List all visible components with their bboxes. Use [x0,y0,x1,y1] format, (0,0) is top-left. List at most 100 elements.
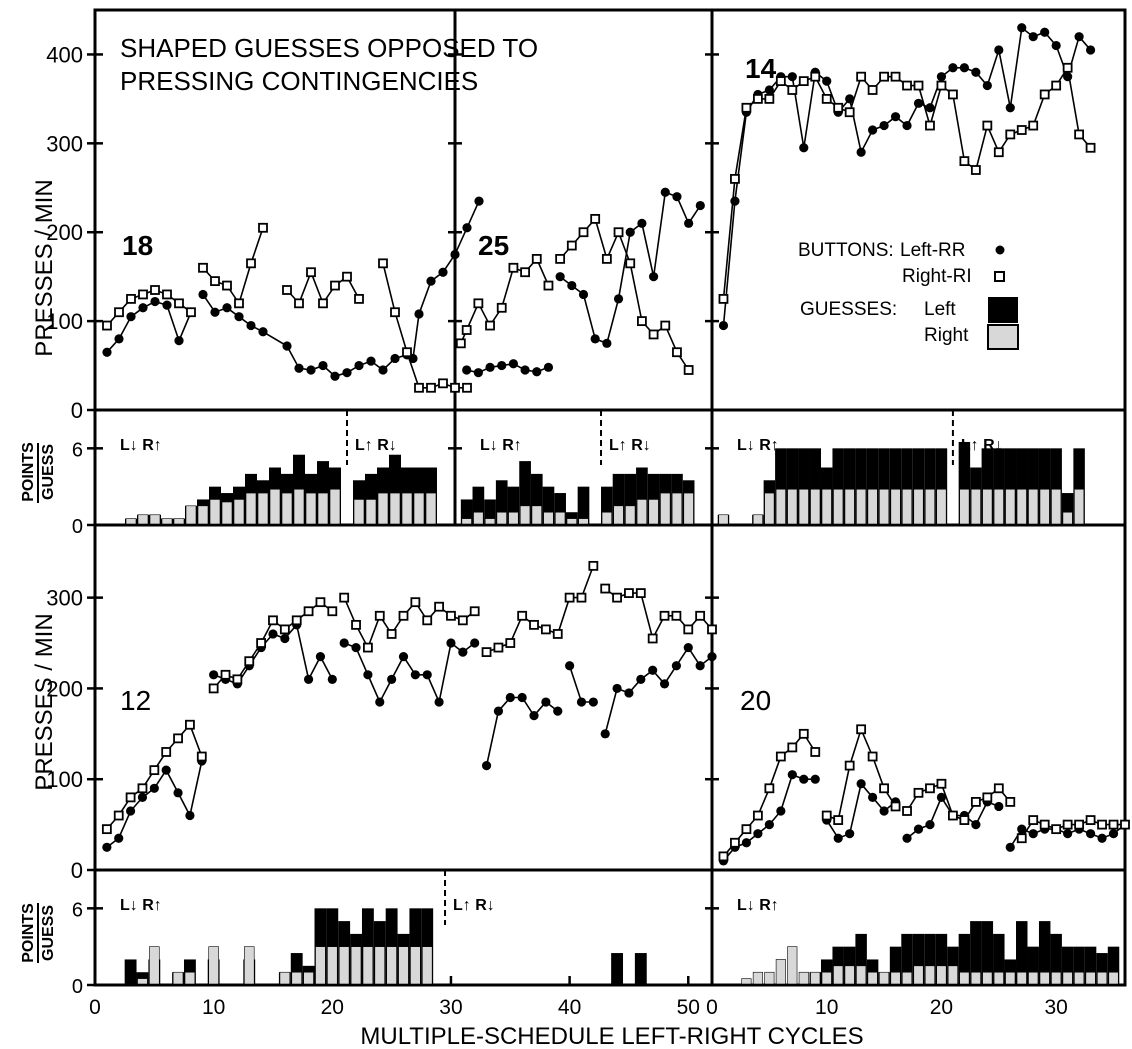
bar-right-guess [833,965,844,985]
point-right-ri [208,683,219,694]
x-tick-label: 50 [677,996,700,1019]
bar-right-guess [810,488,821,525]
point-left-rr [833,833,843,843]
point-left-rr [567,280,577,291]
point-right-ri [303,606,314,617]
point-left-rr [532,367,542,377]
point-right-ri [232,674,243,685]
bar-right-guess [149,514,161,525]
point-left-rr [624,688,634,698]
point-left-rr [222,303,232,313]
point-right-ri [485,320,495,331]
bar-left-guess [855,933,867,985]
point-right-ri [624,588,634,598]
point-right-ri [246,258,256,269]
point-left-rr [1028,829,1038,839]
point-left-rr [636,674,646,684]
point-right-ri [718,851,729,862]
point-left-rr [315,652,326,662]
bar-left-guess [472,486,485,525]
point-left-rr [648,272,659,282]
bar-right-guess [317,492,329,525]
bar-right-guess [566,518,577,525]
point-right-ri [174,298,184,309]
point-right-ri [741,824,752,835]
point-right-ri [588,560,599,571]
bar-right-guess [879,488,890,525]
bar-right-guess [764,492,775,525]
point-left-rr [481,760,492,771]
point-left-rr [209,670,219,680]
point-left-rr [695,661,705,671]
point-right-ri [635,588,646,598]
point-left-rr [1040,27,1050,37]
bar-right-guess [879,971,890,985]
bar-left-guess [993,448,1005,525]
point-left-rr [994,801,1004,812]
bar-right-guess [484,518,496,525]
point-right-ri [833,102,844,113]
point-right-ri [764,93,775,104]
point-left-rr [543,362,554,372]
legend-guesses-label: GUESSES: [800,299,897,320]
bar-right-guess [125,518,137,525]
point-left-rr [210,307,220,317]
point-right-ri [162,289,172,300]
point-left-rr [671,661,682,671]
point-left-rr [162,300,172,310]
subject-label-20: 20 [740,685,771,716]
point-right-ri [327,606,338,617]
bar-right-guess [752,514,763,525]
bar-right-guess [208,946,219,985]
bar-right-guess [244,946,255,985]
point-left-rr [470,638,480,648]
point-right-ri [552,629,563,639]
point-left-rr [902,120,912,131]
point-left-rr [474,196,484,206]
point-right-ri [306,267,316,278]
bar-right-guess [913,965,924,985]
bar-left-guess [124,959,137,985]
point-left-rr [446,638,456,648]
title-line-2: PRESSING CONTINGENCIES [120,66,478,96]
point-right-ri [315,597,326,608]
bar-right-guess [867,971,878,985]
point-right-ri [948,810,958,821]
point-left-rr [553,706,563,716]
point-right-ri [113,810,124,821]
schedule-label-first: L↓ R↑ [120,437,162,454]
point-right-ri [600,583,611,594]
point-left-rr [856,779,866,789]
bar-left-guess [889,448,902,525]
bar-right-guess [257,492,269,525]
bar-left-guess [993,933,1005,985]
point-right-ri [810,747,821,757]
bar-right-guess [137,514,149,525]
bar-right-guess [821,488,832,525]
x-axis-label: MULTIPLE-SCHEDULE LEFT-RIGHT CYCLES [360,1023,863,1049]
point-right-ri [798,76,809,87]
bar-left-guess [1016,448,1028,525]
x-tick-label: 30 [1044,996,1067,1019]
bar-right-guess [377,492,389,525]
point-right-ri [173,733,183,744]
y-tick-label: 300 [46,586,83,611]
bar-right-guess [362,946,374,985]
point-left-rr [994,45,1004,55]
point-right-ri [982,792,993,803]
bar-right-guess [671,492,683,525]
legend-left-button: Left-RR [900,240,965,261]
point-right-ri [268,615,278,626]
bar-left-guess [1050,933,1062,985]
legend-right-guess: Right [924,325,969,346]
point-left-rr [787,72,797,82]
point-right-ri [890,801,901,812]
x-tick-label: 20 [930,996,953,1019]
point-left-rr [173,788,183,798]
point-right-ri [1016,125,1027,135]
series-line-left-rr [604,646,713,735]
bar-right-guess [374,946,386,985]
point-left-rr [387,674,397,684]
point-right-ri [936,80,947,91]
point-left-rr [1028,32,1038,42]
